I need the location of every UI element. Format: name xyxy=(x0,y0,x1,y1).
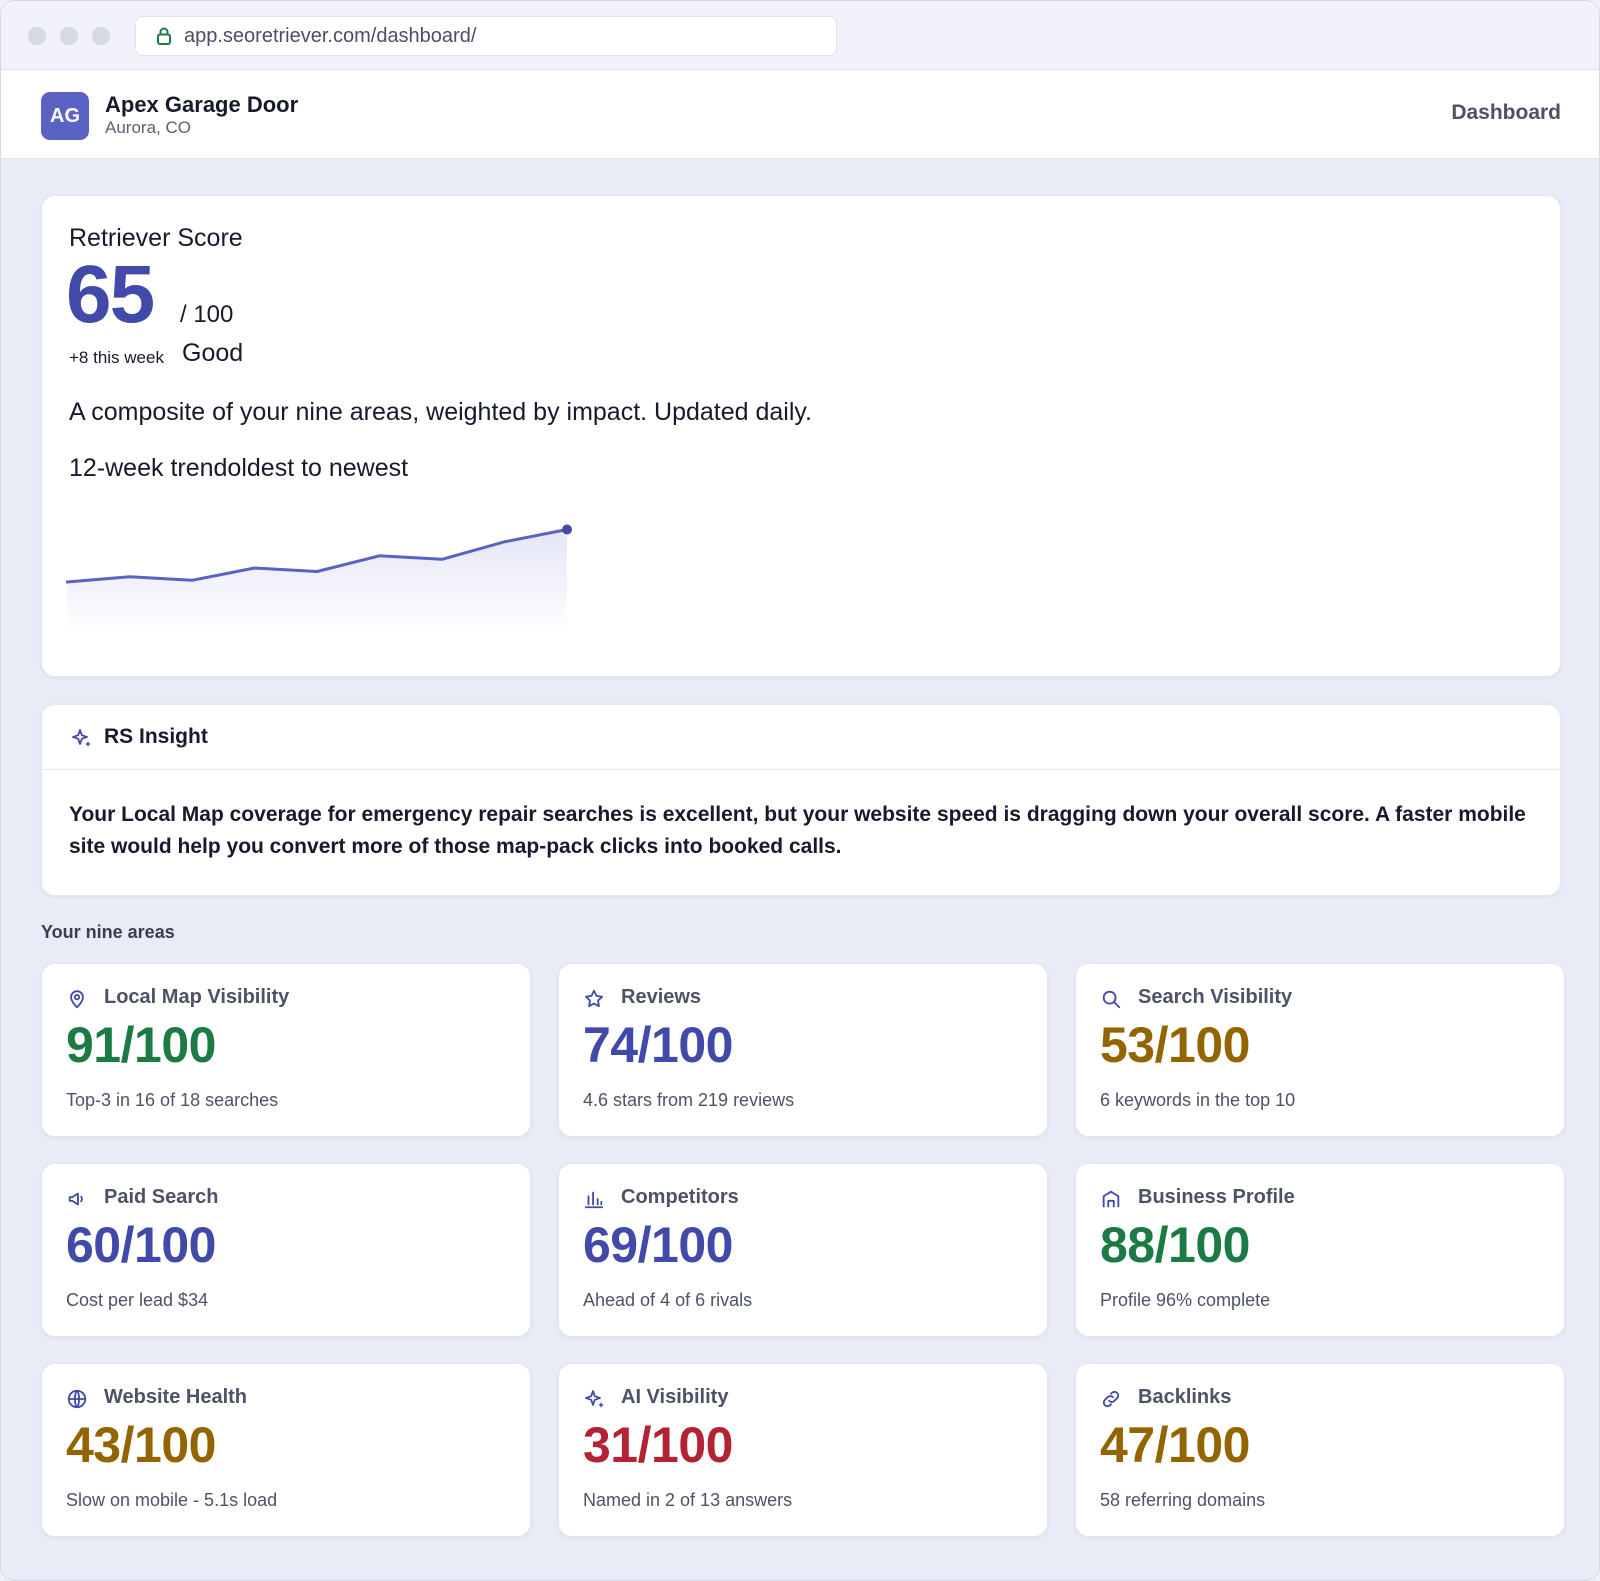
area-score: 60/100 xyxy=(66,1217,216,1273)
nav-dashboard-link[interactable]: Dashboard xyxy=(1451,101,1561,124)
score-rating: Good xyxy=(182,339,244,367)
score-value: 65 xyxy=(66,249,155,340)
area-card[interactable]: Search Visibility 53/100 6 keywords in the… xyxy=(1075,963,1565,1137)
area-name: AI Visibility xyxy=(621,1386,729,1408)
area-name: Competitors xyxy=(621,1186,739,1208)
area-note: Ahead of 4 of 6 rivals xyxy=(583,1290,753,1310)
area-card[interactable]: Reviews 74/100 4.6 stars from 219 reviews xyxy=(558,963,1048,1137)
score-max: / 100 xyxy=(180,301,234,328)
insight-card: RS Insight Your Local Map coverage for e… xyxy=(41,704,1561,896)
trend-line xyxy=(66,528,569,584)
browser-chrome: app.seoretriever.com/dashboard/ xyxy=(1,1,1599,70)
area-name: Reviews xyxy=(621,986,702,1008)
area-card[interactable]: Business Profile 88/100 Profile 96% comple… xyxy=(1075,1163,1565,1337)
sparkle-icon xyxy=(70,727,94,756)
area-card[interactable]: Website Health 43/100 Slow on mobile - 5.1… xyxy=(41,1363,531,1537)
area-name: Search Visibility xyxy=(1138,986,1293,1008)
area-card[interactable]: Paid Search 60/100 Cost per lead $34 xyxy=(41,1163,531,1337)
area-name: Business Profile xyxy=(1138,1186,1295,1208)
bar-chart-icon xyxy=(583,1188,605,1215)
business-location: Aurora, CO xyxy=(105,118,191,137)
area-score: 88/100 xyxy=(1100,1217,1250,1273)
area-note: Top-3 in 16 of 18 searches xyxy=(66,1090,279,1110)
window-minimize-button[interactable] xyxy=(60,27,78,45)
lock-icon xyxy=(156,26,172,46)
area-score: 69/100 xyxy=(583,1217,733,1273)
insight-body: Your Local Map coverage for emergency re… xyxy=(69,803,1526,858)
area-name: Paid Search xyxy=(104,1186,219,1208)
trend-label: 12-week trendoldest to newest xyxy=(69,454,409,482)
areas-section-label: Your nine areas xyxy=(41,922,175,942)
globe-icon xyxy=(66,1388,88,1415)
area-score: 53/100 xyxy=(1100,1017,1250,1073)
area-name: Website Health xyxy=(104,1386,247,1408)
area-note: 4.6 stars from 219 reviews xyxy=(583,1090,795,1110)
star-icon xyxy=(583,988,605,1015)
score-delta: +8 this week xyxy=(69,348,164,367)
storefront-icon xyxy=(1100,1188,1122,1215)
area-score: 43/100 xyxy=(66,1417,216,1473)
area-note: 6 keywords in the top 10 xyxy=(1100,1090,1296,1110)
address-bar[interactable]: app.seoretriever.com/dashboard/ xyxy=(135,16,837,56)
area-note: Slow on mobile - 5.1s load xyxy=(66,1490,278,1510)
area-note: 58 referring domains xyxy=(1100,1490,1266,1510)
score-description: A composite of your nine areas, weighted… xyxy=(69,398,813,426)
area-name: Local Map Visibility xyxy=(104,986,290,1008)
area-score: 31/100 xyxy=(583,1417,733,1473)
sparkle-icon xyxy=(583,1388,607,1417)
megaphone-icon xyxy=(66,1188,88,1215)
area-card[interactable]: Local Map Visibility 91/100 Top-3 in 16 of… xyxy=(41,963,531,1137)
app-header: AG Apex Garage Door Aurora, CO Dashboard xyxy=(1,70,1599,159)
area-note: Cost per lead $34 xyxy=(66,1290,209,1310)
area-note: Profile 96% complete xyxy=(1100,1290,1271,1310)
area-card[interactable]: Backlinks 47/100 58 referring domains xyxy=(1075,1363,1565,1537)
retriever-score-card: Retriever Score 65 / 100 +8 this week Go… xyxy=(41,195,1561,677)
trend-endpoint xyxy=(562,524,572,535)
trend-chart xyxy=(66,524,572,636)
map-pin-icon xyxy=(66,988,88,1015)
area-card[interactable]: AI Visibility 31/100 Named in 2 of 13 answ… xyxy=(558,1363,1048,1537)
area-score: 47/100 xyxy=(1100,1417,1250,1473)
window-close-button[interactable] xyxy=(28,27,46,45)
area-name: Backlinks xyxy=(1138,1386,1232,1408)
address-url: app.seoretriever.com/dashboard/ xyxy=(184,24,477,47)
score-title: Retriever Score xyxy=(69,224,243,252)
area-score: 74/100 xyxy=(583,1017,733,1073)
area-score: 91/100 xyxy=(66,1017,216,1073)
search-icon xyxy=(1100,988,1122,1015)
business-avatar: AG xyxy=(41,92,89,140)
insight-header: RS Insight xyxy=(42,705,1560,770)
link-icon xyxy=(1100,1388,1122,1415)
area-card[interactable]: Competitors 69/100 Ahead of 4 of 6 rivals xyxy=(558,1163,1048,1337)
insight-title: RS Insight xyxy=(104,725,208,748)
business-name: Apex Garage Door xyxy=(105,92,299,117)
trend-area-fill xyxy=(67,529,567,636)
window-maximize-button[interactable] xyxy=(92,27,110,45)
area-note: Named in 2 of 13 answers xyxy=(583,1490,793,1510)
